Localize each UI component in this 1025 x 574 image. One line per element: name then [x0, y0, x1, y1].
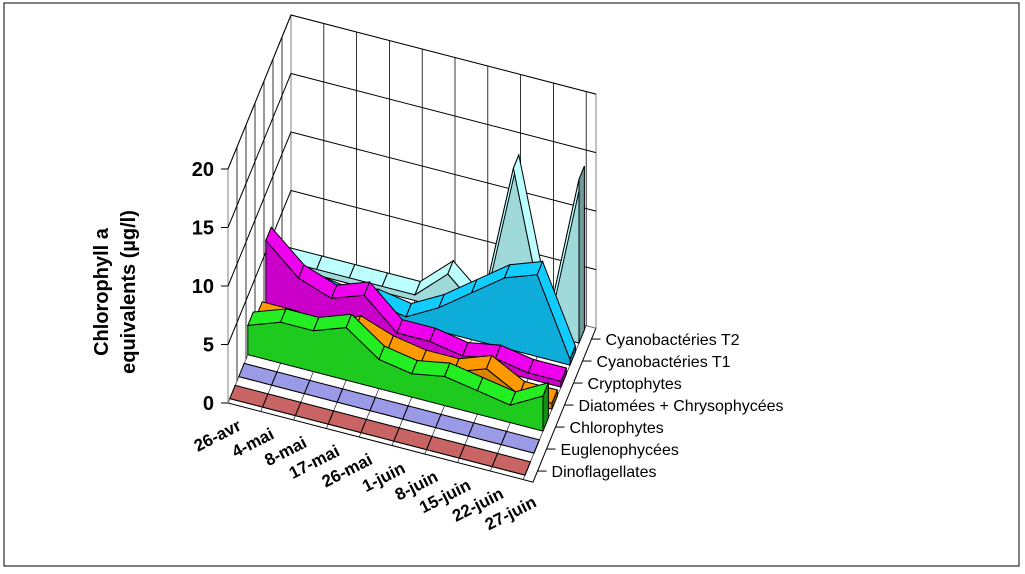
series-end-cap — [524, 461, 531, 476]
y-axis-label-line-2: equivalents (µg/l) — [118, 210, 140, 374]
series-end-cap — [578, 165, 585, 344]
y-tick-label: 0 — [203, 393, 214, 415]
y-axis-label-line-1: Chlorophyll a — [91, 227, 113, 356]
series-tick-label: Euglenophycées — [561, 442, 679, 459]
gridline-horizontal — [227, 189, 597, 345]
series-tick-label: Chlorophytes — [570, 420, 664, 437]
series-end-cap — [551, 389, 558, 410]
series-tick-label: Diatomées + Chrysophycées — [579, 398, 784, 415]
series-ribbon — [238, 362, 541, 454]
series-tick-label: Cryptophytes — [588, 376, 682, 393]
gridline-horizontal — [227, 14, 597, 170]
series-ribbon — [247, 308, 550, 432]
series-axis-ticks: Dinoflagellates Euglenophycées Chlorophyte… — [537, 332, 784, 481]
y-tick-label: 15 — [192, 218, 214, 240]
y-axis-ticks: 0 5 10 15 20 — [192, 159, 228, 415]
series-end-cap — [533, 439, 540, 454]
series-tick-label: Cyanobactéries T1 — [597, 354, 731, 371]
series-tick-label: Cyanobactéries T2 — [606, 332, 740, 349]
series-ribbon — [229, 384, 532, 476]
series-end-cap — [560, 367, 567, 388]
series-end-cap — [569, 345, 576, 366]
gridline-horizontal — [227, 72, 597, 228]
series-tick-label: Dinoflagellates — [552, 464, 657, 481]
gridline-horizontal — [227, 131, 597, 287]
data-point — [411, 359, 451, 377]
series-ribbons — [229, 153, 585, 476]
series-end-cap — [542, 382, 549, 432]
y-tick-label: 10 — [192, 276, 214, 298]
y-tick-label: 20 — [192, 159, 214, 181]
y-tick-label: 5 — [203, 335, 214, 357]
